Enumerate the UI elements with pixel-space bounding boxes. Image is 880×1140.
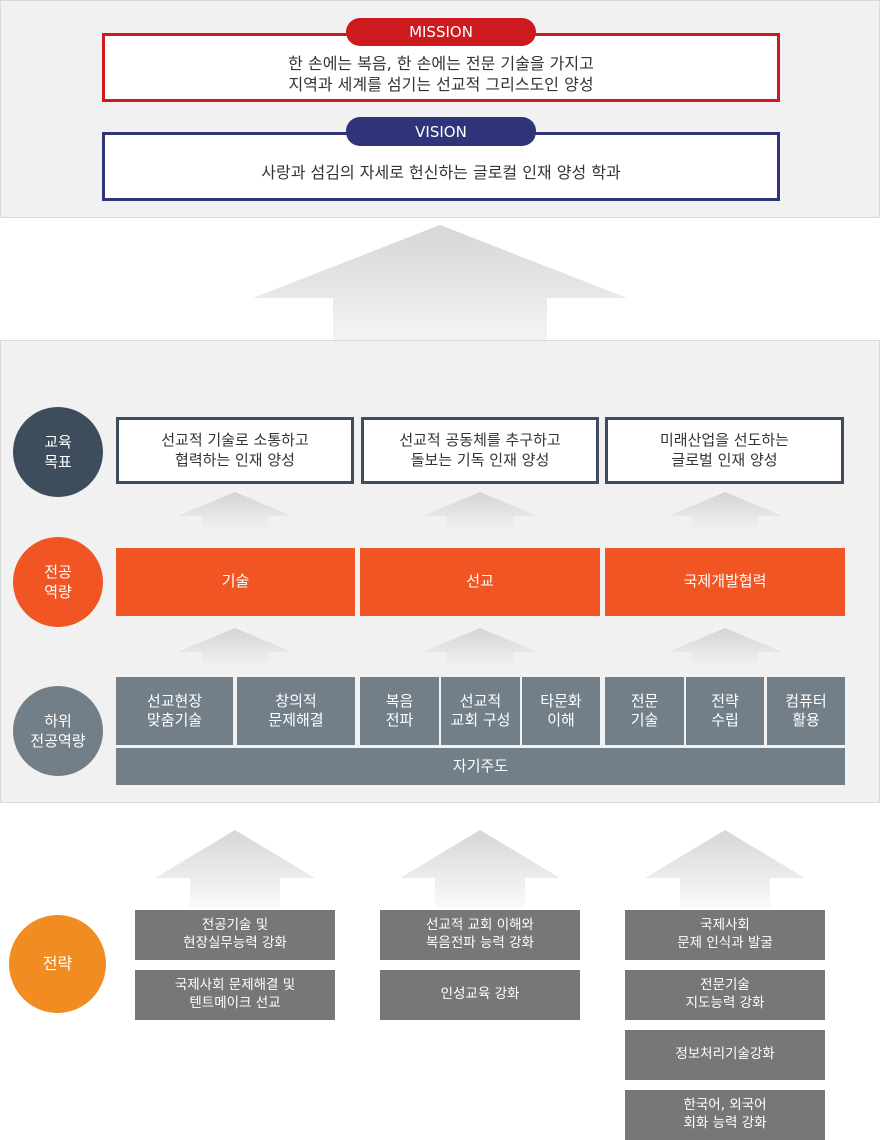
- up-arrow: [178, 628, 292, 666]
- strategy-box: 전문기술 지도능력 강화: [625, 970, 825, 1020]
- strategy-box: 정보처리기술강화: [625, 1030, 825, 1080]
- up-arrow: [423, 492, 537, 530]
- competency-box: 기술: [116, 548, 355, 616]
- sub-competency-box: 선교현장 맞춤기술: [116, 677, 233, 745]
- goal-box: 미래산업을 선도하는 글로벌 인재 양성: [605, 417, 844, 484]
- competency-circle: 전공 역량: [13, 537, 103, 627]
- vision-label: VISION: [346, 117, 536, 146]
- goal-box: 선교적 기술로 소통하고 협력하는 인재 양성: [116, 417, 354, 484]
- up-arrow: [668, 628, 782, 666]
- sub-competency-box: 복음 전파: [360, 677, 439, 745]
- strategy-box: 한국어, 외국어 회화 능력 강화: [625, 1090, 825, 1140]
- up-arrow: [668, 492, 782, 530]
- strategy-box: 국제사회 문제해결 및 텐트메이크 선교: [135, 970, 335, 1020]
- competency-box: 국제개발협력: [605, 548, 845, 616]
- up-arrow: [155, 830, 315, 908]
- sub-competency-box: 선교적 교회 구성: [441, 677, 520, 745]
- strategy-circle: 전략: [9, 915, 106, 1013]
- sub-competency-box: 타문화 이해: [522, 677, 600, 745]
- sub-competency-box: 창의적 문제해결: [237, 677, 355, 745]
- mission-label: MISSION: [346, 18, 536, 46]
- up-arrow: [645, 830, 805, 908]
- up-arrow: [400, 830, 560, 908]
- goal-box: 선교적 공동체를 추구하고 돌보는 기독 인재 양성: [361, 417, 599, 484]
- sub-competency-box: 전문 기술: [605, 677, 684, 745]
- competency-box: 선교: [360, 548, 600, 616]
- sub-competency-circle: 하위 전공역량: [13, 686, 103, 776]
- strategy-box: 인성교육 강화: [380, 970, 580, 1020]
- strategy-arrows: [155, 830, 805, 908]
- up-arrow: [423, 628, 537, 666]
- strategy-box: 선교적 교회 이해와 복음전파 능력 강화: [380, 910, 580, 960]
- small-arrows: [178, 492, 782, 666]
- goal-circle: 교육 목표: [13, 407, 103, 497]
- self-directed-box: 자기주도: [116, 748, 845, 785]
- big-up-arrow: [253, 225, 627, 342]
- sub-competency-box: 전략 수립: [686, 677, 764, 745]
- strategy-box: 국제사회 문제 인식과 발굴: [625, 910, 825, 960]
- strategy-box: 전공기술 및 현장실무능력 강화: [135, 910, 335, 960]
- sub-competency-box: 컴퓨터 활용: [767, 677, 845, 745]
- up-arrow: [178, 492, 292, 530]
